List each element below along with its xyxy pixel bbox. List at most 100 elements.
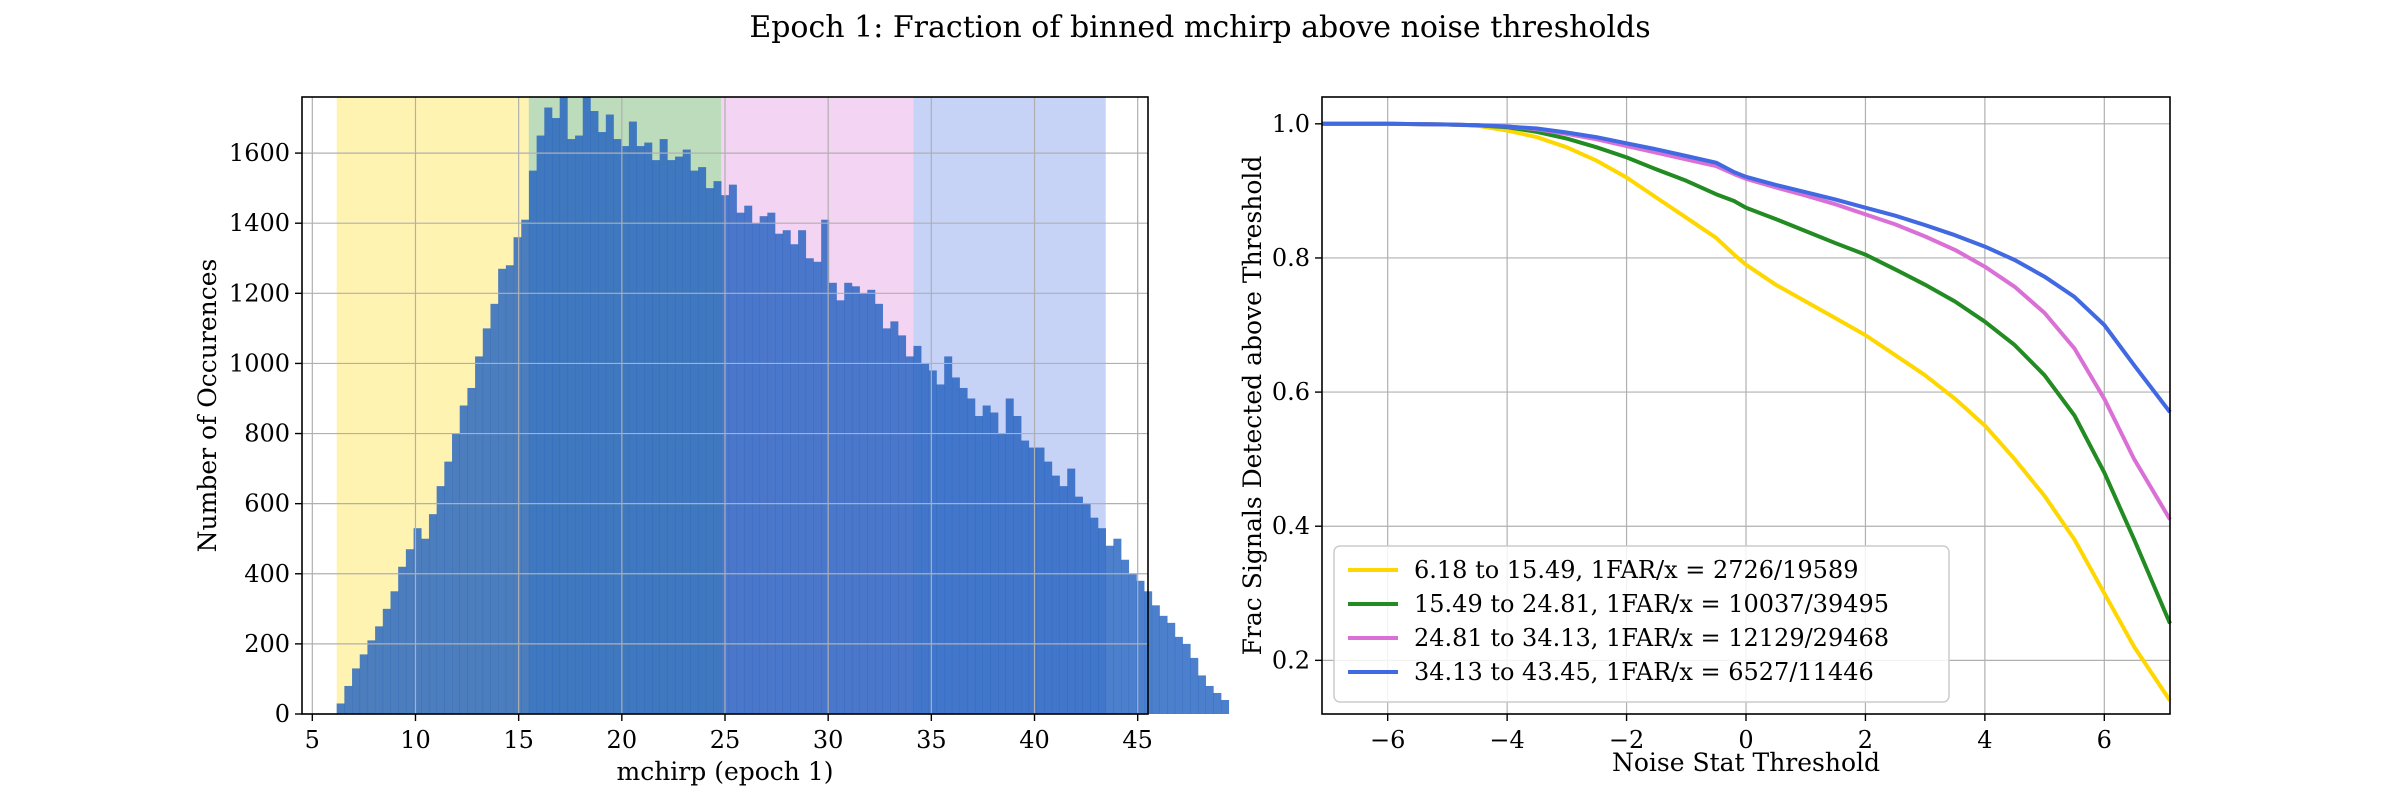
histogram-bar [944, 356, 953, 714]
histogram-bar [890, 321, 899, 714]
line-chart-x-tick-label: 4 [1977, 726, 1992, 754]
histogram-bar [575, 135, 584, 714]
histogram-bar [405, 549, 414, 714]
histogram-bar [467, 387, 476, 714]
histogram-bar [775, 233, 784, 714]
histogram-bar [644, 142, 653, 715]
histogram-bar [1098, 528, 1106, 714]
histogram-y-tick-label: 800 [244, 420, 290, 448]
line-chart-x-axis-label: Noise Stat Threshold [1612, 748, 1880, 777]
histogram-bar [705, 188, 714, 715]
histogram-bar [1036, 447, 1045, 714]
histogram-bar [782, 230, 791, 714]
histogram-bar [659, 139, 668, 714]
histogram-bar [428, 514, 437, 714]
histogram-bar [1174, 636, 1183, 714]
histogram-bar [882, 328, 891, 714]
histogram-bar [382, 608, 391, 714]
histogram-bar [1221, 699, 1230, 714]
histogram-bar [1205, 685, 1214, 714]
histogram-bar [736, 212, 745, 714]
line-chart-y-tick-label: 0.6 [1272, 378, 1310, 406]
histogram-bar [1028, 447, 1037, 714]
histogram-bar [1190, 657, 1199, 714]
line-chart-y-tick-label: 0.2 [1272, 646, 1310, 674]
histogram-y-tick-label: 0 [275, 700, 290, 728]
line-chart-panel: −6 −4 −2 0 2 4 6 0.2 0.4 0.6 0.8 1.0 Noise Stat Th… [1238, 96, 2172, 777]
histogram-y-tick-label: 1200 [229, 279, 290, 307]
histogram-bar [352, 668, 361, 714]
histogram-y-tick-label: 1000 [229, 349, 290, 377]
histogram-bar [744, 205, 753, 714]
line-chart-x-tick-label: −6 [1370, 726, 1405, 754]
legend: 6.18 to 15.49, 1FAR/x = 2726/19589 15.49 … [1333, 545, 1950, 703]
histogram-bar [544, 107, 553, 715]
histogram-bar [582, 97, 591, 714]
legend-label-4: 34.13 to 43.45, 1FAR/x = 6527/11446 [1414, 658, 1874, 686]
histogram-bar [867, 289, 876, 714]
histogram-bar [1021, 440, 1030, 714]
histogram-bar [1044, 461, 1053, 714]
histogram-bar [790, 244, 799, 714]
line-chart-x-tick-label: 6 [2097, 726, 2112, 754]
histogram-bar [813, 261, 822, 714]
histogram-bar [905, 356, 914, 714]
histogram-bar [336, 703, 345, 714]
histogram-bar [1197, 675, 1206, 714]
histogram-bar [728, 184, 737, 715]
histogram-bar [959, 387, 968, 714]
histogram-bar [759, 216, 768, 714]
histogram-bar [528, 170, 537, 714]
histogram-bar [1067, 468, 1076, 714]
histogram-bar [551, 118, 560, 715]
histogram-y-tick-label: 1400 [229, 209, 290, 237]
histogram-bar [698, 167, 707, 714]
histogram-bar [505, 265, 514, 714]
histogram-bar [521, 219, 530, 715]
histogram-x-tick-label: 10 [400, 726, 431, 754]
histogram-bar [675, 156, 684, 715]
histogram-panel: 5 10 15 20 25 30 35 40 45 0 200 400 600 800 1000 1200 1… [193, 96, 1230, 786]
histogram-x-tick-label: 35 [916, 726, 947, 754]
histogram-bar [1151, 605, 1160, 714]
histogram-bar [713, 181, 722, 715]
histogram-bar [367, 640, 376, 714]
histogram-bar [928, 370, 937, 714]
histogram-bar [398, 566, 407, 714]
line-chart-x-tick-label: −2 [1609, 726, 1644, 754]
histogram-bar [598, 132, 607, 714]
histogram-bar [436, 486, 445, 714]
histogram-bar [836, 300, 845, 714]
series-line-1 [1322, 121, 2172, 702]
histogram-bar [967, 398, 976, 714]
histogram-bar [990, 412, 999, 714]
histogram-bar [628, 121, 637, 714]
histogram-bar [1074, 496, 1083, 714]
histogram-bar [821, 219, 830, 715]
histogram-bar [844, 282, 853, 714]
line-chart-y-tick-label: 0.8 [1272, 244, 1310, 272]
figure-title: Epoch 1: Fraction of binned mchirp above… [749, 10, 1651, 45]
histogram-x-tick-label: 45 [1122, 726, 1153, 754]
histogram-bar [636, 146, 645, 715]
histogram-x-tick-label: 40 [1019, 726, 1050, 754]
histogram-bar [482, 328, 491, 714]
histogram-bar [751, 223, 760, 715]
line-chart-x-ticks: −6 −4 −2 0 2 4 6 [1370, 714, 2112, 754]
legend-label-1: 6.18 to 15.49, 1FAR/x = 2726/19589 [1414, 556, 1859, 584]
histogram-bar [567, 139, 576, 714]
line-chart-x-tick-label: −4 [1489, 726, 1524, 754]
histogram-bar [1121, 559, 1130, 714]
histogram-bar [605, 114, 614, 714]
histogram-bar [490, 303, 499, 714]
histogram-bar [767, 212, 776, 714]
histogram-x-ticks: 5 10 15 20 25 30 35 40 45 [305, 714, 1153, 754]
histogram-bar [1182, 643, 1191, 714]
legend-label-2: 15.49 to 24.81, 1FAR/x = 10037/39495 [1414, 590, 1889, 618]
histogram-y-ticks: 0 200 400 600 800 1000 1200 1400 1600 [229, 139, 302, 728]
histogram-x-tick-label: 20 [607, 726, 638, 754]
line-chart-x-tick-label: 0 [1738, 726, 1753, 754]
histogram-bar [359, 654, 368, 714]
histogram-bar [475, 356, 484, 714]
